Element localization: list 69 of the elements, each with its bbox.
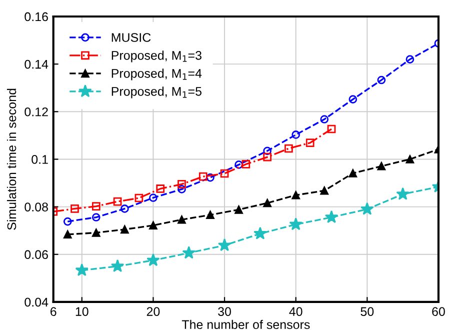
point <box>327 124 336 134</box>
point <box>75 263 89 276</box>
point <box>320 186 329 195</box>
x-tick-label: 30 <box>218 307 231 316</box>
point <box>146 253 160 266</box>
point <box>320 115 329 124</box>
point <box>377 76 386 84</box>
point <box>92 228 100 237</box>
x-tick-label: 40 <box>289 307 302 316</box>
point <box>254 226 267 240</box>
y-tick-label: 0.08 <box>24 202 48 212</box>
point <box>234 160 243 169</box>
point <box>110 259 124 272</box>
point <box>206 173 214 182</box>
point <box>70 204 79 213</box>
y-tick-label: 0.12 <box>24 107 48 116</box>
legend-label: Proposed, M$_{1}$=3 <box>112 50 202 62</box>
point <box>289 217 302 230</box>
point <box>92 213 100 222</box>
point <box>284 144 293 153</box>
point <box>292 130 300 139</box>
point <box>134 194 144 202</box>
point <box>324 210 338 224</box>
point <box>149 221 158 230</box>
point <box>348 169 358 178</box>
x-tick-label: 10 <box>76 307 88 316</box>
point <box>206 210 214 220</box>
y-tick-label: 0.06 <box>24 250 48 260</box>
point <box>113 197 122 206</box>
point <box>182 246 196 259</box>
point <box>234 205 243 214</box>
point <box>92 202 100 210</box>
x-axis-title: The number of sensors <box>182 320 310 330</box>
x-tick-label: 50 <box>360 307 374 316</box>
y-tick-label: 0.04 <box>24 298 48 307</box>
x-tick-label: 20 <box>146 307 160 316</box>
y-tick-label: 0.16 <box>24 12 48 22</box>
point <box>218 238 232 252</box>
point <box>348 95 358 104</box>
x-tick-label: 60 <box>432 307 445 316</box>
y-tick-label: 0.1 <box>32 155 48 164</box>
point <box>149 194 158 202</box>
point <box>156 184 165 193</box>
point <box>360 202 374 215</box>
point <box>63 230 72 239</box>
point <box>198 172 208 181</box>
point <box>406 155 414 164</box>
legend-label: Proposed, M$_{1}$=5 <box>112 86 202 98</box>
point <box>63 217 72 226</box>
point <box>306 138 314 147</box>
x-tick-label: 6 <box>50 307 56 316</box>
point <box>120 204 129 213</box>
legend-label: Proposed, M$_{1}$=4 <box>112 68 202 80</box>
point <box>178 185 186 194</box>
legend-label: MUSIC <box>112 33 151 42</box>
point <box>263 198 272 208</box>
y-axis-title: Simulation time in second <box>6 88 16 230</box>
point <box>377 162 386 170</box>
point <box>263 152 272 162</box>
point <box>178 180 186 188</box>
point <box>220 169 229 178</box>
point <box>242 160 250 168</box>
point <box>178 215 186 224</box>
y-tick-label: 0.14 <box>24 60 48 69</box>
point <box>406 55 414 64</box>
point <box>396 187 410 200</box>
point <box>263 146 272 156</box>
point <box>292 190 300 200</box>
point <box>120 225 129 234</box>
